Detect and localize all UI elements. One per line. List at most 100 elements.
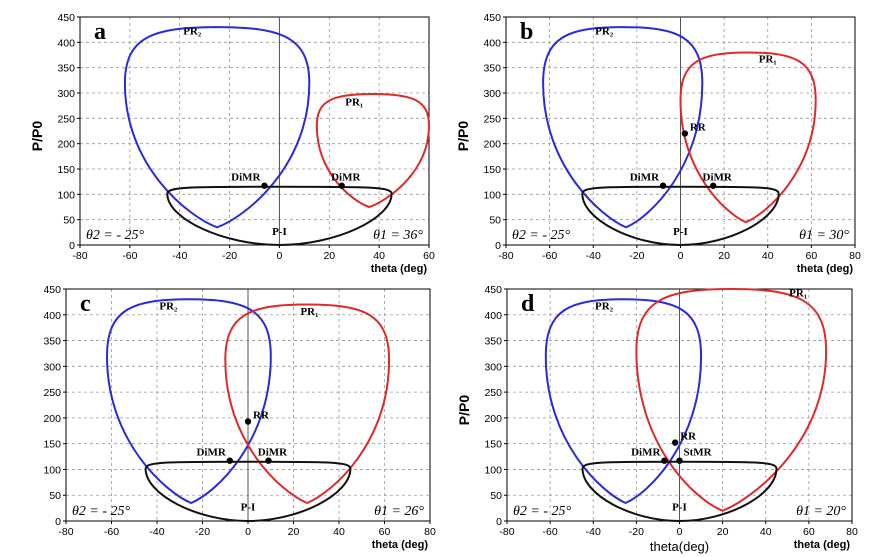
curve-pr <box>544 298 703 505</box>
panel-a: -80 -60 -40 -20 0 20 40 60 0 50 100 150 200 250 300 350… <box>29 12 435 275</box>
curve-pr <box>542 26 704 229</box>
point-label: RR <box>680 431 697 443</box>
x-tick-label: -40 <box>586 250 601 262</box>
x-axis-label: theta (deg) <box>372 539 429 551</box>
y-tick-label: 350 <box>43 336 61 348</box>
x-tick-label: 40 <box>762 250 774 262</box>
x-tick-label: -40 <box>172 250 187 262</box>
y-tick-label: 300 <box>483 88 501 100</box>
x-tick-label: 40 <box>333 526 345 538</box>
curve-pr <box>315 92 431 209</box>
y-tick-label: 200 <box>43 413 61 425</box>
y-tick-label: 150 <box>484 439 502 451</box>
y-axis-label: P/P0 <box>456 395 472 426</box>
curve-pr <box>105 298 272 505</box>
theta2-annotation: θ2 = - 25° <box>513 504 571 519</box>
y-axis-label: P/P0 <box>29 121 45 152</box>
point-label: DiMR <box>631 447 661 459</box>
y-tick-label: 0 <box>495 240 501 252</box>
y-tick-label: 400 <box>57 37 75 49</box>
theta1-annotation: θ1 = 20° <box>796 504 846 519</box>
x-tick-label: 0 <box>277 250 283 262</box>
panel-label: c <box>80 291 91 317</box>
point-rr <box>671 439 679 446</box>
y-tick-label: 100 <box>483 189 501 201</box>
curve-label: P-I <box>673 226 688 238</box>
theta1-annotation: θ1 = 30° <box>799 228 849 243</box>
y-tick-label: 350 <box>57 63 75 75</box>
x-tick-label: 40 <box>760 526 772 538</box>
x-tick-label: -20 <box>195 526 210 538</box>
y-tick-label: 300 <box>43 361 61 373</box>
x-tick-label: -20 <box>222 250 237 262</box>
point-label: DiMR <box>331 172 361 184</box>
panel-label: a <box>94 19 106 45</box>
x-tick-label: -60 <box>542 250 557 262</box>
curve-label: P-I <box>241 502 256 514</box>
panel-d: -80 -60 -40 -20 0 20 40 60 80 0 50 100 150 200 250 300 3… <box>456 284 858 554</box>
point-label: RR <box>253 409 270 421</box>
point-dimr <box>661 457 668 464</box>
curve-p-i <box>581 185 780 247</box>
curve-label: PR₁ <box>789 288 807 300</box>
curve-pr <box>123 26 311 229</box>
point-label: DiMR <box>196 447 226 459</box>
panel-label: d <box>521 291 535 317</box>
x-tick-label: 0 <box>678 250 684 262</box>
y-tick-label: 300 <box>484 361 502 373</box>
curve-label: PR₁ <box>759 54 777 66</box>
y-tick-label: 400 <box>484 310 502 322</box>
y-axis-label: P/P0 <box>455 121 471 152</box>
y-tick-label: 100 <box>57 189 75 201</box>
x-tick-label: 80 <box>846 526 858 538</box>
curve-label: P-I <box>272 226 287 238</box>
x-tick-label: 40 <box>373 250 385 262</box>
x-axis-label: theta (deg) <box>371 263 428 275</box>
y-tick-label: 200 <box>57 139 75 151</box>
y-tick-label: 50 <box>49 490 61 502</box>
y-tick-label: 250 <box>483 113 501 125</box>
x-tick-label: -60 <box>104 526 119 538</box>
x-tick-label: -20 <box>629 250 644 262</box>
y-tick-label: 250 <box>43 387 61 399</box>
x-tick-label: 60 <box>803 526 815 538</box>
curve-pr <box>635 287 828 512</box>
point-label: DiMR <box>630 172 660 184</box>
y-tick-label: 50 <box>63 215 75 227</box>
x-tick-label: 60 <box>423 250 435 262</box>
point-label: DiMR <box>258 447 288 459</box>
y-tick-label: 400 <box>483 37 501 49</box>
curve-label: PR₂ <box>159 301 178 313</box>
x-tick-label: 20 <box>288 526 300 538</box>
x-tick-label: 0 <box>677 526 683 538</box>
x-tick-label: -60 <box>122 250 137 262</box>
y-tick-label: 100 <box>484 464 502 476</box>
theta2-annotation: θ2 = - 25° <box>512 228 570 243</box>
point-dimr <box>338 182 345 189</box>
curve-pr <box>224 303 391 505</box>
y-tick-label: 450 <box>57 12 75 24</box>
curve-pr <box>679 51 817 224</box>
y-tick-label: 450 <box>483 12 501 24</box>
point-dimr <box>261 182 268 189</box>
curve-label: PR₂ <box>595 26 614 38</box>
y-tick-label: 50 <box>489 215 501 227</box>
y-tick-label: 400 <box>43 310 61 322</box>
x-axis-label: theta (deg) <box>797 263 854 275</box>
point-label: DiMR <box>703 172 733 184</box>
point-rr <box>681 130 689 137</box>
y-tick-label: 100 <box>43 464 61 476</box>
x-tick-label: -40 <box>149 526 164 538</box>
theta1-annotation: θ1 = 26° <box>374 504 424 519</box>
point-label: RR <box>690 122 707 134</box>
point-dimr <box>226 457 233 464</box>
x-tick-label: 20 <box>718 250 730 262</box>
curve-label: PR₁ <box>345 97 363 109</box>
x-axis-label-bottom: theta(deg) <box>650 539 709 554</box>
x-tick-label: -60 <box>543 526 558 538</box>
point-stmr <box>676 457 683 464</box>
y-tick-label: 300 <box>57 88 75 100</box>
curve-label: PR₁ <box>300 306 318 318</box>
y-tick-label: 250 <box>484 387 502 399</box>
x-tick-label: 60 <box>806 250 818 262</box>
